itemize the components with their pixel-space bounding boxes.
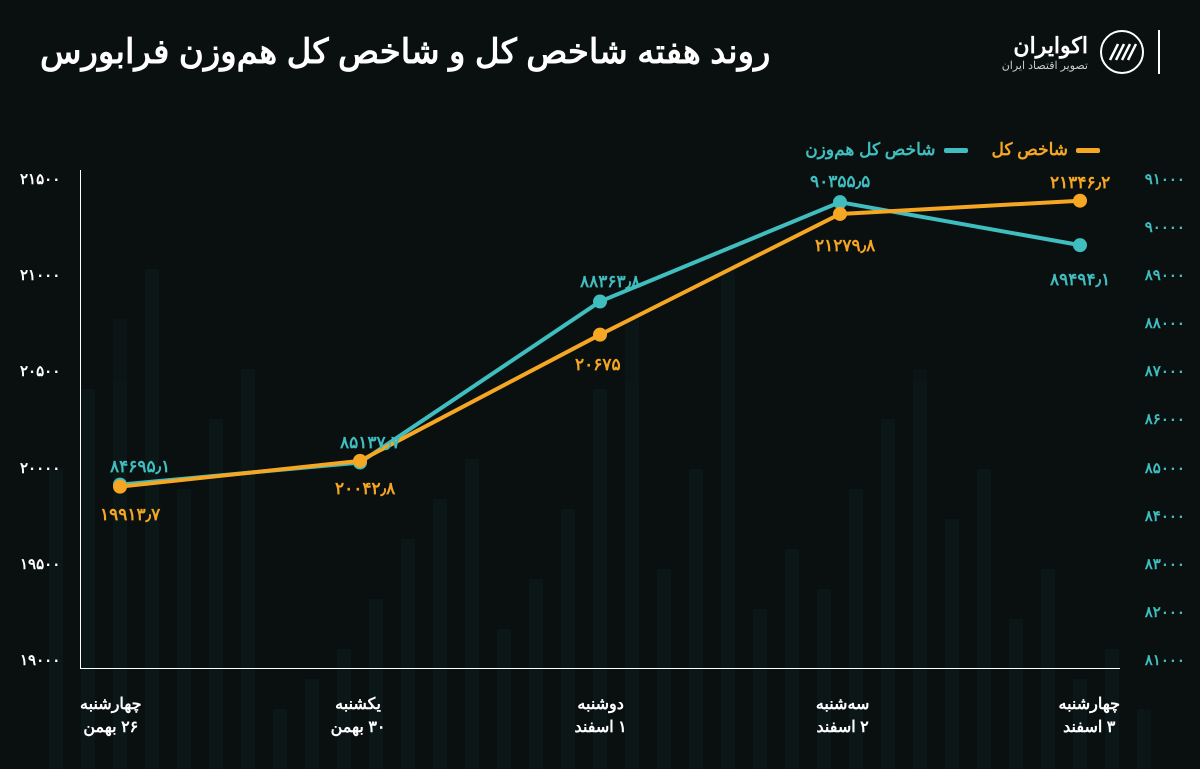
y-right-tick: ۸۴۰۰۰ (1145, 507, 1185, 525)
x-label: دوشنبه۱ اسفند (575, 694, 627, 739)
y-right-tick: ۸۹۰۰۰ (1145, 266, 1185, 284)
data-label: ۲۰۶۷۵ (575, 355, 621, 375)
legend-swatch-series1 (1076, 148, 1100, 153)
y-left-tick: ۲۱۵۰۰ (20, 170, 60, 188)
y-left-tick: ۱۹۰۰۰ (20, 651, 60, 669)
logo-tagline: تصویر اقتصاد ایران (1002, 59, 1088, 72)
logo-brand: اکوایران (1002, 33, 1088, 59)
y-axis-right: ۹۱۰۰۰ ۹۰۰۰۰ ۸۹۰۰۰ ۸۸۰۰۰ ۸۷۰۰۰ ۸۶۰۰۰ ۸۵۰۰۰ ۸۴۰۰۰… (1145, 170, 1185, 669)
y-left-tick: ۲۰۰۰۰ (20, 459, 60, 477)
y-left-tick: ۱۹۵۰۰ (20, 555, 60, 573)
x-axis: چهارشنبه۲۶ بهمن یکشنبه۳۰ بهمن دوشنبه۱ اسفن… (80, 694, 1120, 739)
legend-item-series2: شاخص کل هم‌وزن (805, 140, 967, 160)
data-label: ۱۹۹۱۳٫۷ (100, 505, 160, 525)
data-label: ۲۱۲۷۹٫۸ (815, 236, 875, 256)
y-right-tick: ۸۶۰۰۰ (1145, 410, 1185, 428)
legend-label-series1: شاخص کل (992, 140, 1068, 160)
y-left-tick: ۲۱۰۰۰ (20, 266, 60, 284)
y-right-tick: ۸۷۰۰۰ (1145, 362, 1185, 380)
y-left-tick: ۲۰۵۰۰ (20, 362, 60, 380)
logo-icon (1100, 30, 1144, 74)
legend-item-series1: شاخص کل (992, 140, 1100, 160)
logo: اکوایران تصویر اقتصاد ایران (1002, 30, 1160, 74)
data-label: ۲۱۳۴۶٫۲ (1050, 173, 1110, 193)
y-right-tick: ۸۲۰۰۰ (1145, 603, 1185, 621)
x-label: چهارشنبه۲۶ بهمن (80, 694, 142, 739)
data-label: ۸۴۶۹۵٫۱ (110, 457, 170, 477)
chart-title: روند هفته شاخص کل و شاخص کل هم‌وزن فرابو… (40, 32, 770, 72)
y-right-tick: ۸۳۰۰۰ (1145, 555, 1185, 573)
data-label: ۹۰۳۵۵٫۵ (810, 172, 870, 192)
series-line (120, 202, 1080, 484)
x-label: چهارشنبه۳ اسفند (1058, 694, 1120, 739)
series-marker (353, 454, 367, 468)
data-label: ۸۵۱۳۷٫۷ (340, 433, 400, 453)
series-line (120, 201, 1080, 487)
data-label: ۸۹۴۹۴٫۱ (1050, 270, 1110, 290)
series-marker (593, 328, 607, 342)
y-right-tick: ۸۱۰۰۰ (1145, 651, 1185, 669)
legend: شاخص کل شاخص کل هم‌وزن (805, 140, 1100, 160)
x-label: یکشنبه۳۰ بهمن (331, 694, 386, 739)
series-marker (593, 295, 607, 309)
x-label: سه‌شنبه۲ اسفند (816, 694, 870, 739)
y-right-tick: ۹۱۰۰۰ (1145, 170, 1185, 188)
y-axis-left: ۲۱۵۰۰ ۲۱۰۰۰ ۲۰۵۰۰ ۲۰۰۰۰ ۱۹۵۰۰ ۱۹۰۰۰ (20, 170, 60, 669)
series-marker (833, 207, 847, 221)
series-marker (1073, 194, 1087, 208)
y-right-tick: ۸۵۰۰۰ (1145, 459, 1185, 477)
data-label: ۲۰۰۴۲٫۸ (335, 479, 395, 499)
legend-swatch-series2 (944, 148, 968, 153)
header: اکوایران تصویر اقتصاد ایران روند هفته شا… (40, 30, 1160, 74)
legend-label-series2: شاخص کل هم‌وزن (805, 140, 935, 160)
series-marker (1073, 238, 1087, 252)
series-marker (113, 480, 127, 494)
y-right-tick: ۹۰۰۰۰ (1145, 218, 1185, 236)
plot (80, 170, 1120, 669)
y-right-tick: ۸۸۰۰۰ (1145, 314, 1185, 332)
data-label: ۸۸۳۶۳٫۸ (580, 272, 640, 292)
chart-area: ۲۱۵۰۰۲۱۰۰۰۲۰۵۰۰۲۰۰۰۰۱۹۵۰۰۱۹۰۰۰ ۹۱۰۰۰۹۰۰۰… (80, 170, 1120, 669)
